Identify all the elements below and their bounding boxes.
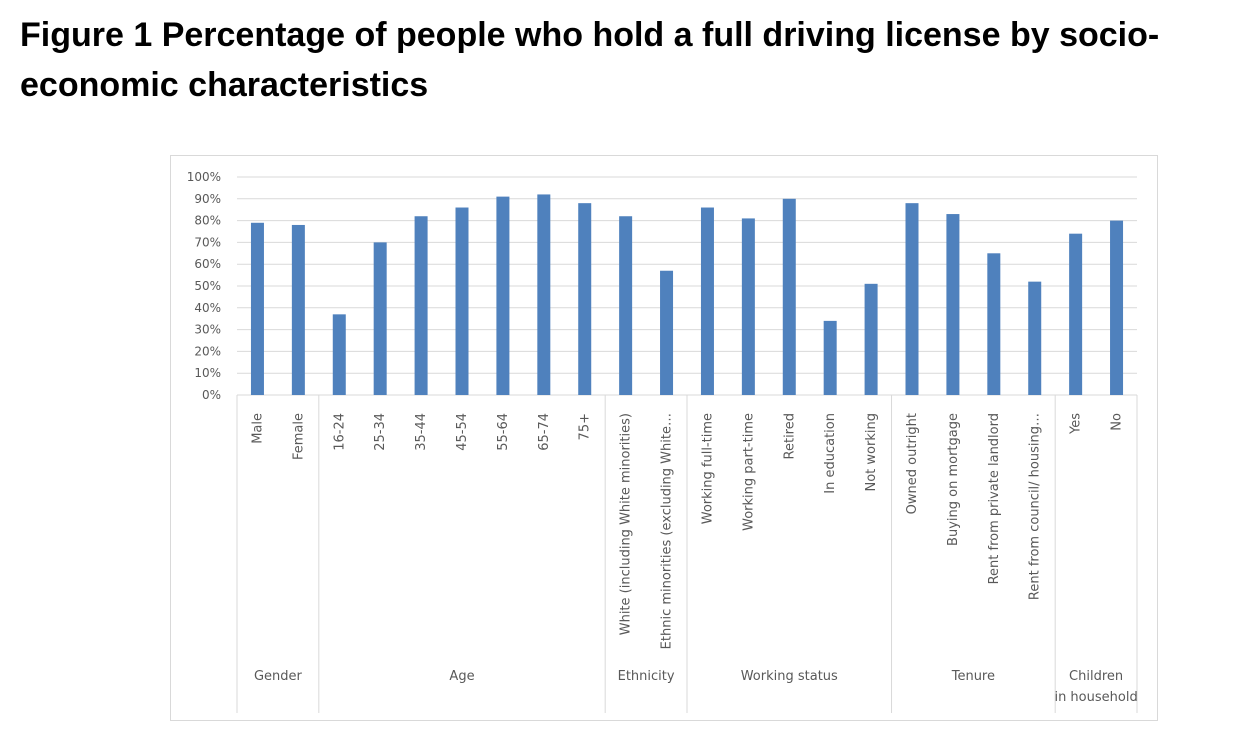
x-category-label: Retired bbox=[782, 413, 797, 459]
x-category-label: 25-34 bbox=[373, 413, 388, 451]
group-label: Age bbox=[449, 669, 474, 684]
x-category-label: No bbox=[1110, 413, 1125, 431]
bar bbox=[700, 207, 714, 395]
x-category-label: 65-74 bbox=[537, 413, 552, 451]
x-category-label: Female bbox=[291, 413, 306, 460]
bar bbox=[537, 194, 551, 395]
bar bbox=[946, 214, 960, 395]
y-tick-label: 60% bbox=[194, 257, 221, 271]
group-label: Gender bbox=[254, 669, 303, 684]
y-tick-label: 90% bbox=[194, 192, 221, 206]
y-tick-label: 0% bbox=[202, 388, 221, 402]
bar bbox=[1110, 220, 1124, 395]
chart-container: 0% 10% 20% 30% 40% 50% 60% 70% 80% 90% 100% Male Fem… bbox=[170, 155, 1158, 721]
y-tick-label: 10% bbox=[194, 366, 221, 380]
group-label: Ethnicity bbox=[618, 669, 675, 684]
y-tick-label: 70% bbox=[194, 235, 221, 249]
bar bbox=[864, 283, 878, 395]
bar bbox=[455, 207, 469, 395]
figure-title: Figure 1 Percentage of people who hold a… bbox=[20, 16, 1160, 104]
x-category-label: Yes bbox=[1069, 413, 1084, 435]
bar bbox=[496, 196, 510, 395]
bar bbox=[823, 320, 837, 395]
bar bbox=[1069, 233, 1083, 395]
bar bbox=[291, 224, 305, 395]
bar bbox=[619, 216, 633, 395]
bar bbox=[1028, 281, 1042, 395]
x-category-label: Buying on mortgage bbox=[946, 413, 961, 546]
x-category-label: Male bbox=[250, 413, 265, 444]
y-tick-label: 40% bbox=[194, 301, 221, 315]
bar bbox=[332, 314, 346, 395]
bar bbox=[987, 253, 1001, 395]
x-category-label: In education bbox=[823, 413, 838, 494]
y-tick-label: 50% bbox=[194, 279, 221, 293]
bar bbox=[578, 203, 592, 395]
bar-chart: 0% 10% 20% 30% 40% 50% 60% 70% 80% 90% 100% Male Fem… bbox=[187, 170, 1138, 713]
y-tick-label: 20% bbox=[194, 344, 221, 358]
group-label: Children in household bbox=[1054, 669, 1137, 705]
x-category-label: Working full-time bbox=[700, 413, 715, 524]
x-category-label: Rent from private landlord bbox=[987, 413, 1002, 584]
x-category-label: Rent from council/ housing… bbox=[1028, 413, 1043, 600]
y-tick-label: 80% bbox=[194, 214, 221, 228]
bar bbox=[250, 222, 264, 395]
y-tick-label: 30% bbox=[194, 323, 221, 337]
bar bbox=[373, 242, 387, 395]
x-category-label: Ethnic minorities (excluding White… bbox=[660, 413, 675, 649]
group-label: Tenure bbox=[951, 669, 995, 684]
x-category-label: 35-44 bbox=[414, 413, 429, 451]
x-category-label: 75+ bbox=[578, 413, 593, 440]
x-category-label: Owned outright bbox=[905, 413, 920, 514]
bar bbox=[660, 270, 674, 395]
y-tick-label: 100% bbox=[187, 170, 221, 184]
bar bbox=[905, 203, 919, 395]
x-category-label: Not working bbox=[864, 413, 879, 491]
x-category-label: 45-54 bbox=[455, 413, 470, 451]
x-category-label: Working part-time bbox=[741, 413, 756, 531]
bar bbox=[414, 216, 428, 395]
bar bbox=[782, 198, 796, 395]
x-category-label: White (including White minorities) bbox=[619, 413, 634, 635]
x-category-label: 16-24 bbox=[332, 413, 347, 451]
group-label: Working status bbox=[741, 669, 838, 684]
x-category-label: 55-64 bbox=[496, 413, 511, 451]
bar bbox=[741, 218, 755, 395]
